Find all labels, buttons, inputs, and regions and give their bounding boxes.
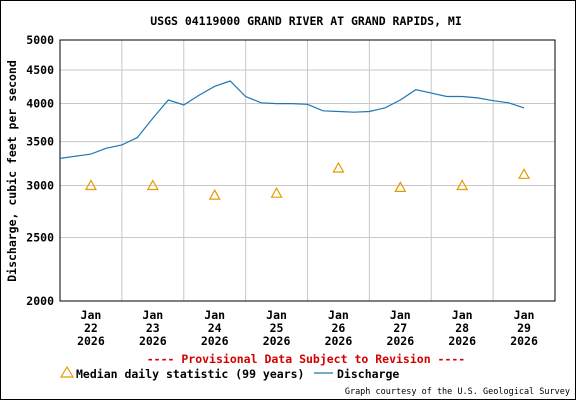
- discharge-line: [59, 80, 525, 159]
- plot-area: [59, 39, 556, 302]
- x-tick-year: 2026: [201, 334, 229, 348]
- y-tick-label: 2000: [26, 294, 54, 308]
- x-tick-day: Jan: [390, 308, 411, 322]
- x-tick-year: 2026: [325, 334, 353, 348]
- x-tick-day: Jan: [142, 308, 163, 322]
- y-tick-label: 3000: [26, 179, 54, 193]
- x-tick-day: Jan: [204, 308, 225, 322]
- x-tick-day: Jan: [266, 308, 287, 322]
- median-point: [332, 161, 345, 173]
- y-tick-label: 3500: [26, 135, 54, 149]
- x-tick-date: 22: [84, 321, 98, 335]
- x-tick-year: 2026: [139, 334, 167, 348]
- y-tick-label: 4000: [26, 97, 54, 111]
- x-tick-day: Jan: [328, 308, 349, 322]
- legend-discharge-label: Discharge: [337, 367, 399, 381]
- y-axis-label: Discharge, cubic feet per second: [5, 60, 19, 282]
- grid: [60, 39, 555, 302]
- discharge-series: [59, 80, 525, 159]
- provisional-notice: ---- Provisional Data Subject to Revisio…: [147, 352, 466, 366]
- median-point: [270, 186, 283, 198]
- x-axis-ticks: Jan222026Jan232026Jan242026Jan252026Jan2…: [77, 308, 538, 348]
- legend-median-marker: [59, 365, 75, 378]
- median-point: [394, 181, 407, 193]
- y-tick-label: 4500: [26, 63, 54, 77]
- median-point: [84, 179, 97, 191]
- x-tick-year: 2026: [386, 334, 414, 348]
- chart-title: USGS 04119000 GRAND RIVER AT GRAND RAPID…: [150, 14, 462, 28]
- x-tick-year: 2026: [77, 334, 105, 348]
- x-tick-year: 2026: [510, 334, 538, 348]
- y-tick-label: 2500: [26, 230, 54, 244]
- x-tick-day: Jan: [514, 308, 535, 322]
- x-tick-day: Jan: [452, 308, 473, 322]
- median-point: [208, 188, 221, 200]
- x-tick-date: 29: [517, 321, 531, 335]
- legend: Median daily statistic (99 years) Discha…: [59, 365, 399, 381]
- y-tick-label: 5000: [26, 33, 54, 47]
- median-series: [84, 161, 531, 200]
- median-point: [146, 179, 159, 191]
- x-tick-date: 23: [146, 321, 160, 335]
- credit-text: Graph courtesy of the U.S. Geological Su…: [345, 387, 570, 397]
- x-tick-date: 28: [455, 321, 469, 335]
- x-tick-date: 25: [270, 321, 284, 335]
- x-tick-day: Jan: [81, 308, 102, 322]
- median-point: [518, 168, 531, 179]
- legend-median-label: Median daily statistic (99 years): [76, 367, 304, 381]
- median-point: [456, 179, 469, 191]
- x-tick-year: 2026: [263, 334, 291, 348]
- y-axis-ticks: 2000 2500 3000 3500 4000 4500 5000: [26, 33, 54, 308]
- x-tick-date: 26: [332, 321, 346, 335]
- x-tick-date: 24: [208, 321, 222, 335]
- x-tick-date: 27: [393, 321, 407, 335]
- x-tick-year: 2026: [448, 334, 476, 348]
